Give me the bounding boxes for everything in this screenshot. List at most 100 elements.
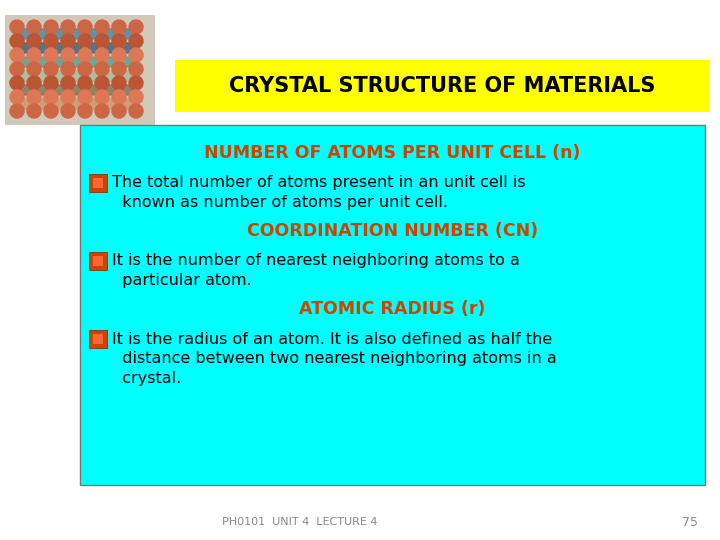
Circle shape — [95, 20, 109, 34]
Circle shape — [44, 34, 58, 48]
Circle shape — [112, 104, 126, 118]
Circle shape — [112, 34, 126, 48]
Text: NUMBER OF ATOMS PER UNIT CELL (n): NUMBER OF ATOMS PER UNIT CELL (n) — [204, 144, 581, 162]
Circle shape — [44, 90, 58, 104]
Circle shape — [71, 29, 81, 39]
Circle shape — [105, 29, 115, 39]
Circle shape — [61, 20, 75, 34]
Circle shape — [10, 104, 24, 118]
Text: CRYSTAL STRUCTURE OF MATERIALS: CRYSTAL STRUCTURE OF MATERIALS — [229, 76, 656, 96]
Text: It is the radius of an atom. It is also defined as half the: It is the radius of an atom. It is also … — [112, 332, 552, 347]
Circle shape — [10, 62, 24, 76]
Circle shape — [44, 20, 58, 34]
Circle shape — [54, 99, 64, 109]
Circle shape — [20, 85, 30, 95]
Circle shape — [95, 90, 109, 104]
Circle shape — [95, 62, 109, 76]
Circle shape — [112, 20, 126, 34]
Circle shape — [61, 76, 75, 90]
Circle shape — [129, 76, 143, 90]
Circle shape — [71, 99, 81, 109]
Circle shape — [10, 90, 24, 104]
Text: known as number of atoms per unit cell.: known as number of atoms per unit cell. — [112, 195, 448, 211]
Circle shape — [44, 76, 58, 90]
Circle shape — [112, 48, 126, 62]
Circle shape — [27, 48, 41, 62]
Circle shape — [105, 71, 115, 81]
FancyBboxPatch shape — [93, 334, 103, 344]
Circle shape — [71, 43, 81, 53]
Circle shape — [78, 20, 92, 34]
Text: distance between two nearest neighboring atoms in a: distance between two nearest neighboring… — [112, 352, 557, 367]
Circle shape — [105, 57, 115, 67]
Circle shape — [105, 43, 115, 53]
Text: crystal.: crystal. — [112, 372, 181, 387]
Circle shape — [10, 76, 24, 90]
FancyBboxPatch shape — [5, 15, 155, 125]
Circle shape — [44, 62, 58, 76]
Circle shape — [78, 76, 92, 90]
Circle shape — [71, 85, 81, 95]
Circle shape — [61, 104, 75, 118]
Circle shape — [37, 57, 47, 67]
Circle shape — [27, 104, 41, 118]
Circle shape — [112, 76, 126, 90]
Circle shape — [129, 104, 143, 118]
Circle shape — [27, 76, 41, 90]
Circle shape — [61, 62, 75, 76]
Circle shape — [71, 57, 81, 67]
Circle shape — [37, 99, 47, 109]
Circle shape — [54, 43, 64, 53]
Text: COORDINATION NUMBER (CN): COORDINATION NUMBER (CN) — [247, 222, 538, 240]
Circle shape — [78, 34, 92, 48]
Circle shape — [88, 85, 98, 95]
Circle shape — [20, 71, 30, 81]
FancyBboxPatch shape — [93, 178, 103, 188]
FancyBboxPatch shape — [80, 125, 705, 485]
Text: It is the number of nearest neighboring atoms to a: It is the number of nearest neighboring … — [112, 253, 520, 268]
Circle shape — [95, 76, 109, 90]
Circle shape — [27, 20, 41, 34]
Circle shape — [95, 34, 109, 48]
Circle shape — [78, 48, 92, 62]
Circle shape — [27, 34, 41, 48]
Circle shape — [20, 57, 30, 67]
Circle shape — [20, 43, 30, 53]
Circle shape — [122, 43, 132, 53]
Circle shape — [44, 104, 58, 118]
Circle shape — [78, 104, 92, 118]
FancyBboxPatch shape — [175, 60, 710, 112]
Circle shape — [122, 99, 132, 109]
Circle shape — [78, 62, 92, 76]
Circle shape — [10, 48, 24, 62]
Circle shape — [27, 90, 41, 104]
Circle shape — [54, 57, 64, 67]
Text: The total number of atoms present in an unit cell is: The total number of atoms present in an … — [112, 176, 526, 191]
Circle shape — [54, 29, 64, 39]
Circle shape — [105, 85, 115, 95]
Circle shape — [122, 71, 132, 81]
Circle shape — [95, 104, 109, 118]
Circle shape — [27, 62, 41, 76]
Circle shape — [129, 34, 143, 48]
Circle shape — [61, 34, 75, 48]
Circle shape — [71, 71, 81, 81]
Circle shape — [95, 48, 109, 62]
Circle shape — [88, 43, 98, 53]
FancyBboxPatch shape — [89, 174, 107, 192]
Circle shape — [37, 85, 47, 95]
FancyBboxPatch shape — [89, 330, 107, 348]
Circle shape — [78, 90, 92, 104]
Circle shape — [37, 43, 47, 53]
Circle shape — [105, 99, 115, 109]
Circle shape — [112, 62, 126, 76]
Text: 75: 75 — [682, 516, 698, 529]
Circle shape — [122, 85, 132, 95]
FancyBboxPatch shape — [89, 252, 107, 270]
Circle shape — [54, 85, 64, 95]
Circle shape — [61, 48, 75, 62]
Circle shape — [129, 90, 143, 104]
FancyBboxPatch shape — [93, 256, 103, 266]
Circle shape — [44, 48, 58, 62]
Text: particular atom.: particular atom. — [112, 273, 252, 288]
